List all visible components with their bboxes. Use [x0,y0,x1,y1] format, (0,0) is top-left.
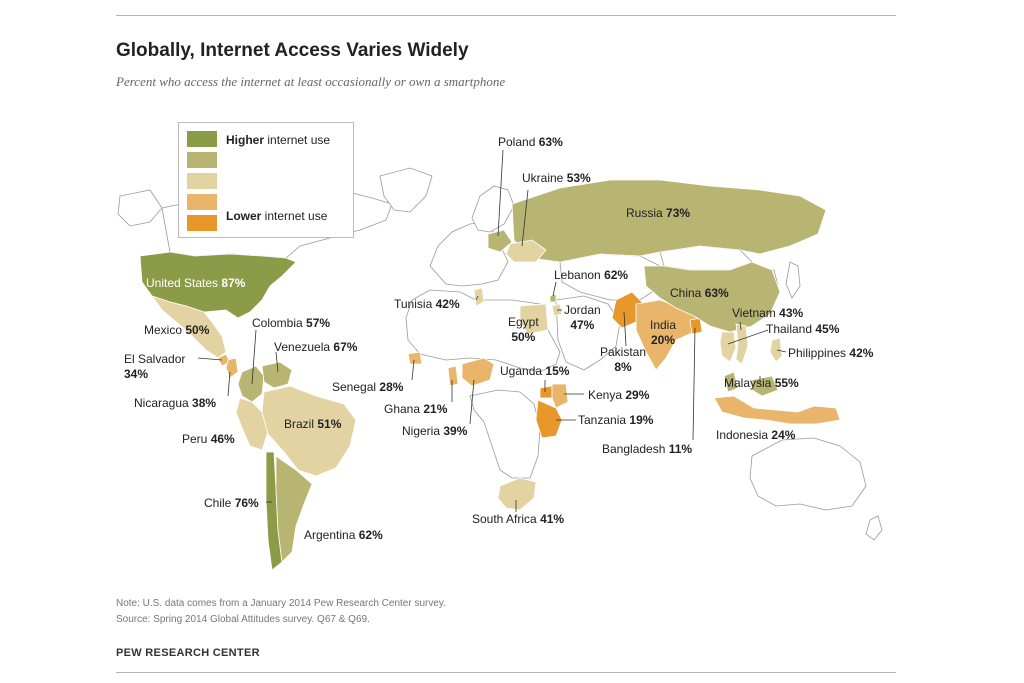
label-ukraine: Ukraine 53% [522,171,591,185]
label-brazil: Brazil 51% [284,417,342,431]
country-indonesia [713,395,841,425]
country-uganda [539,385,553,399]
leader-thailand [727,329,769,345]
legend-swatch-4 [187,194,217,210]
label-chile: Chile 76% [204,496,259,510]
label-bangladesh: Bangladesh 11% [602,442,693,456]
label-pakistan: Pakistan 8% [600,345,647,374]
land-new-zealand [865,515,883,541]
country-nicaragua [225,357,239,379]
label-venezuela: Venezuela 67% [274,340,358,354]
label-peru: Peru 46% [182,432,235,446]
leader-colombia [251,329,257,385]
label-senegal: Senegal 28% [332,380,404,394]
label-jordan: Jordan 47% [564,303,601,332]
label-thailand: Thailand 45% [766,322,840,336]
country-south-africa [497,477,537,511]
leader-lebanon [552,281,557,297]
bottom-rule [116,672,896,673]
label-vietnam: Vietnam 43% [732,306,804,320]
leader-venezuela [275,351,279,373]
country-malaysia [723,371,779,397]
country-senegal [407,351,423,365]
land-australia [749,437,867,511]
country-tunisia [473,287,485,307]
land-scandinavia [471,185,515,233]
label-philippines: Philippines 42% [788,346,874,360]
label-nicaragua: Nicaragua 38% [134,396,217,410]
leader-tunisia [475,295,479,301]
label-tanzania: Tanzania 19% [578,413,654,427]
country-lebanon [549,293,557,303]
top-rule [116,15,896,16]
leader-ukraine [521,189,529,247]
leader-nigeria [469,379,475,425]
legend-label-lower: Lower internet use [226,209,328,223]
leader-poland [497,149,504,237]
footnote: Note: U.S. data comes from a January 201… [116,598,446,609]
label-lebanon: Lebanon 62% [554,268,629,282]
leader-senegal [411,359,415,381]
label-nigeria: Nigeria 39% [402,424,468,438]
label-el-salvador: El Salvador 34% [124,352,186,381]
leader-pakistan [623,311,627,347]
land-alaska [117,189,163,227]
country-tanzania [535,399,563,439]
country-colombia [237,365,265,403]
label-kenya: Kenya 29% [588,388,650,402]
label-uganda: Uganda 15% [500,364,570,378]
leader-nicaragua [227,371,231,397]
legend: Higher internet use Lower internet use [178,122,354,238]
country-kenya [551,383,569,409]
country-nigeria [461,357,495,387]
country-thailand [719,331,737,363]
land-greenland [379,167,433,213]
label-united-states: United States 87% [146,276,246,290]
legend-swatch-3 [187,173,217,189]
label-mexico: Mexico 50% [144,323,210,337]
label-china: China 63% [670,286,729,300]
country-ukraine [505,239,547,263]
country-philippines [769,337,783,363]
land-middle-east [555,295,621,371]
leader-bangladesh [692,327,696,441]
chart-subtitle: Percent who access the internet at least… [116,74,506,89]
legend-swatch-1 [187,131,217,147]
country-russia [511,179,827,263]
country-venezuela [261,361,293,389]
label-indonesia: Indonesia 24% [716,428,796,442]
legend-label-higher: Higher internet use [226,133,331,147]
country-vietnam [735,323,749,365]
label-ghana: Ghana 21% [384,402,448,416]
label-tunisia: Tunisia 42% [394,297,460,311]
source-note: Source: Spring 2014 Global Attitudes sur… [116,614,370,625]
country-peru [235,397,269,451]
land-central-africa [469,389,541,479]
country-brazil [261,385,357,477]
source-organization: PEW RESEARCH CENTER [116,647,260,659]
label-south-africa: South Africa 41% [472,512,565,526]
leader-philippines [776,349,787,353]
legend-swatch-2 [187,152,217,168]
label-colombia: Colombia 57% [252,316,331,330]
country-mexico [150,295,227,359]
country-poland [487,229,513,253]
label-malaysia: Malaysia 55% [724,376,799,390]
label-india: India 20% [650,318,677,347]
label-egypt: Egypt 50% [508,315,539,344]
leader-vietnam [739,321,742,331]
country-ghana [447,365,459,387]
label-russia: Russia 73% [626,206,691,220]
country-china [643,261,781,333]
country-bangladesh [689,317,703,335]
leader-el-salvador [197,357,223,361]
label-argentina: Argentina 62% [304,528,383,542]
label-poland: Poland 63% [498,135,563,149]
legend-swatch-5 [187,215,217,231]
chart-title: Globally, Internet Access Varies Widely [116,40,469,61]
leader-lines [197,149,787,512]
country-egypt [519,303,549,335]
country-argentina [275,455,313,563]
